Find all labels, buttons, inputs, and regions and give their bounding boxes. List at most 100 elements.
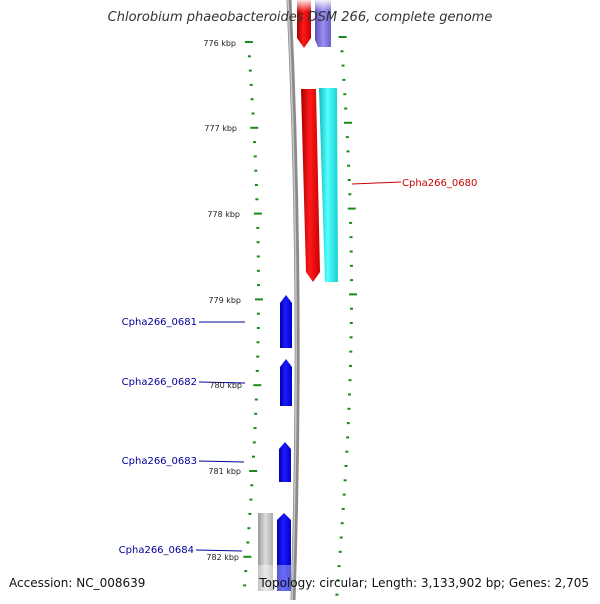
major-tick [244,41,253,43]
minor-tick [253,427,257,430]
genome-backbone [286,0,300,601]
scale-label-781: 781 kbp [208,467,241,476]
label-leader-line [198,460,245,463]
minor-tick [347,407,351,410]
minor-tick [342,78,346,81]
minor-tick [346,436,350,439]
minor-tick [348,379,352,382]
label-leader-line [351,181,402,185]
minor-tick [347,164,351,167]
gene-bottom-fade [277,565,291,591]
minor-tick [256,327,260,329]
scale-label-780: 780 kbp [209,381,242,390]
minor-tick [337,565,341,568]
minor-tick [341,507,345,510]
gene-label-cpha266-0683[interactable]: Cpha266_0683 [122,456,197,467]
minor-tick [246,541,250,544]
minor-tick [343,93,347,96]
minor-tick [349,221,353,224]
minor-tick [346,422,350,425]
minor-tick [346,150,350,153]
scale-ticks [243,36,357,596]
major-tick [253,212,262,215]
minor-tick [248,512,252,515]
minor-tick [253,141,256,144]
gene-fade-overlay [297,0,311,12]
genome-backbone-highlight [287,0,297,601]
minor-tick [349,322,353,324]
map-title: Chlorobium phaeobacteroides DSM 266, com… [107,10,493,25]
minor-tick [256,355,260,358]
gene-label-cpha266-0684[interactable]: Cpha266_0684 [119,545,194,556]
scale-label-782: 782 kbp [206,553,239,562]
topology-text: Topology: circular; Length: 3,133,902 bp… [259,576,589,590]
minor-tick [257,284,260,287]
minor-tick [250,98,254,101]
minor-tick [349,236,353,239]
minor-tick [256,269,260,272]
major-tick [250,126,259,129]
minor-tick [349,350,353,353]
gene-label-cpha266-0682[interactable]: Cpha266_0682 [122,377,197,388]
minor-tick [336,579,340,582]
minor-tick [350,307,353,310]
minor-tick [254,169,258,172]
minor-tick [349,336,353,339]
scale-label-779: 779 kbp [208,296,241,305]
minor-tick [247,527,251,530]
minor-tick [349,264,353,267]
minor-tick [347,179,351,181]
minor-tick [350,279,353,282]
major-tick [255,298,263,301]
minor-tick [243,584,247,587]
minor-tick [256,312,260,315]
minor-tick [344,465,348,467]
gene-cpha266-0684-arrow[interactable] [277,513,291,591]
minor-tick [342,493,346,496]
gene-cpha266-0682-arrow[interactable] [280,359,292,406]
minor-tick [256,241,260,244]
gene-label-cpha266-0681[interactable]: Cpha266_0681 [122,317,197,328]
scale-label-778: 778 kbp [207,210,240,219]
minor-tick [252,441,256,444]
scale-label-776: 776 kbp [203,39,236,48]
cyan-feature-block [319,88,338,282]
minor-tick [254,398,258,401]
gene-cpha266-0681-arrow[interactable] [280,295,292,348]
minor-tick [253,155,257,158]
gene-cpha266-0680-arrow[interactable] [301,89,320,282]
major-tick [243,555,252,558]
minor-tick [247,55,251,58]
major-tick [338,36,347,38]
minor-tick [256,255,260,258]
minor-tick [345,136,349,139]
minor-tick [255,369,259,372]
minor-tick [335,593,339,596]
minor-tick [250,484,254,487]
minor-tick [345,450,349,453]
minor-tick [252,455,255,458]
minor-tick [338,550,342,553]
minor-tick [348,193,352,196]
gene-cpha266-0683-arrow[interactable] [279,442,291,482]
minor-tick [349,364,352,367]
minor-tick [348,393,351,396]
grey-feature-fade [258,565,273,591]
minor-tick [249,83,253,86]
minor-tick [344,107,348,110]
minor-tick [254,412,258,415]
minor-tick [341,64,345,67]
minor-tick [349,250,353,253]
minor-tick [256,226,260,229]
major-tick [344,121,352,124]
minor-tick [343,479,347,482]
major-tick [349,293,357,296]
gene-label-cpha266-0680[interactable]: Cpha266_0680 [402,178,477,189]
scale-label-777: 777 kbp [204,124,237,133]
minor-tick [340,522,344,525]
minor-tick [255,198,259,201]
minor-tick [244,570,248,573]
minor-tick [251,112,255,115]
